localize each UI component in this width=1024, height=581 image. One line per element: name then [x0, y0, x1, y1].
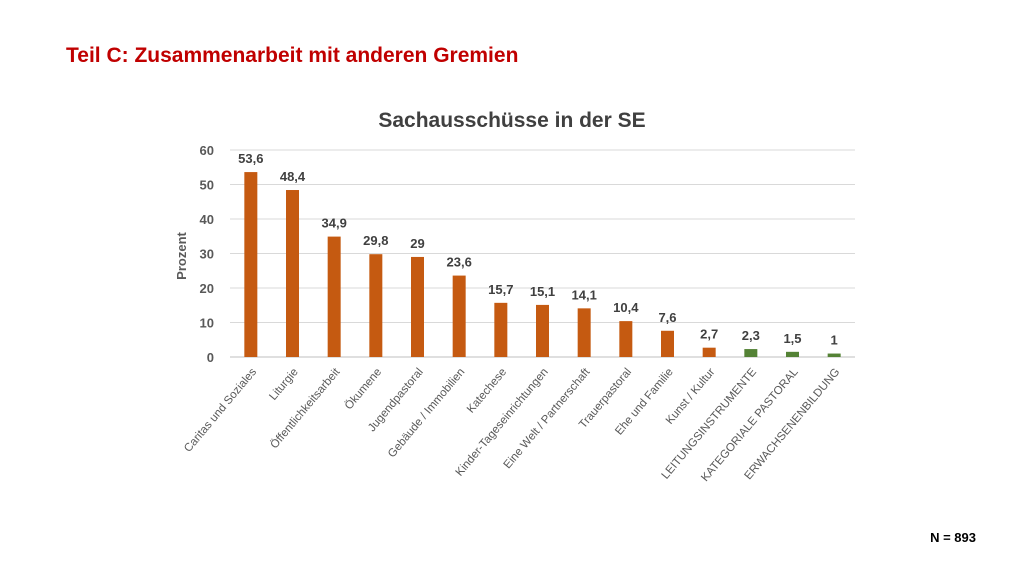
- data-label: 53,6: [238, 151, 263, 166]
- data-label: 7,6: [658, 310, 676, 325]
- x-tick-labels: Caritas und Soziales LiturgieÖffentlichke…: [182, 366, 842, 484]
- data-label: 10,4: [613, 300, 639, 315]
- bar: [786, 351, 799, 357]
- bar: [577, 308, 591, 357]
- data-label: 29,8: [363, 233, 388, 248]
- data-label: 48,4: [280, 169, 306, 184]
- y-tick-label: 10: [200, 316, 214, 331]
- chart-title: Sachausschüsse in der SE: [378, 109, 645, 132]
- bar: [619, 321, 633, 357]
- bar: [536, 304, 549, 357]
- data-label: 15,7: [488, 282, 513, 297]
- bar: [744, 349, 758, 357]
- bar: [286, 190, 299, 357]
- sample-size-note: N = 893: [930, 530, 976, 545]
- bars: [244, 172, 841, 357]
- bar: [702, 347, 716, 357]
- bar: [411, 256, 424, 357]
- data-label: 14,1: [572, 287, 597, 302]
- data-label: 1: [831, 333, 838, 348]
- data-label: 2,7: [700, 327, 718, 342]
- x-tick-label: Liturgie: [267, 366, 300, 403]
- x-tick-label: Gebäude / Immobilien: [386, 366, 468, 460]
- bar: [494, 302, 508, 357]
- data-label: 29: [410, 236, 424, 251]
- y-axis-label: Prozent: [174, 231, 189, 279]
- bar: [327, 236, 341, 357]
- y-tick-label: 40: [200, 212, 214, 227]
- data-labels: 53,6 48,4 34,9 29,8 29 23,6 15,7 15,1 14,1 10,4 7,…: [238, 151, 838, 347]
- bar: [661, 330, 674, 357]
- data-label: 23,6: [447, 255, 472, 270]
- slide-title: Teil C: Zusammenarbeit mit anderen Gremi…: [66, 44, 519, 67]
- y-tick-label: 30: [200, 247, 214, 262]
- bar: [244, 172, 258, 357]
- y-tick-label: 20: [200, 281, 214, 296]
- y-tick-labels: 0 10 20 30 40 50 60: [200, 143, 214, 365]
- data-label: 15,1: [530, 284, 555, 299]
- x-tick-label: Katechese: [465, 366, 509, 415]
- x-tick-label: Eine Welt / Partnerschaft: [502, 366, 593, 472]
- y-tick-label: 50: [200, 178, 214, 193]
- data-label: 2,3: [742, 328, 760, 343]
- data-label: 1,5: [783, 331, 801, 346]
- bar: [827, 353, 841, 357]
- x-tick-label: Ökumene: [343, 366, 384, 412]
- x-tick-label: Caritas und Soziales: [182, 366, 259, 455]
- x-tick-label: Öffentlichkeitsarbeit: [268, 366, 342, 452]
- data-label: 34,9: [322, 216, 347, 231]
- bar: [452, 275, 466, 357]
- y-tick-label: 60: [200, 143, 214, 158]
- bar: [369, 254, 383, 357]
- y-tick-label: 0: [207, 350, 214, 365]
